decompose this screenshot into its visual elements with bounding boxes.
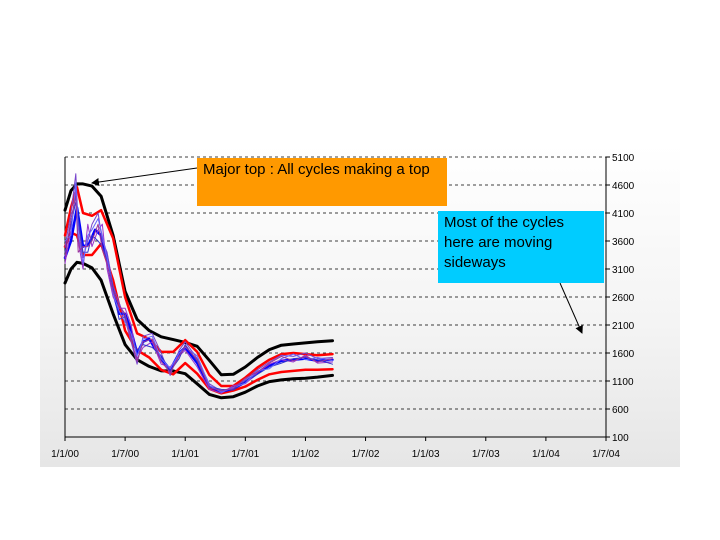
arrow-sideways [559, 282, 583, 334]
x-tick-label: 1/7/00 [111, 449, 139, 460]
y-tick-label: 3100 [612, 265, 635, 276]
axes: 100 600 1100 1600 2100 2600 3100 3600 4100 4600 51… [51, 153, 635, 460]
series-group [63, 173, 334, 400]
arrow-major-top [91, 167, 198, 186]
series-line-3 [63, 185, 334, 388]
series-line-9 [64, 181, 333, 393]
x-tick-label: 1/1/00 [51, 449, 79, 460]
y-tick-label: 2100 [612, 321, 635, 332]
series-line-1 [63, 182, 334, 377]
x-tick-label: 1/7/03 [472, 449, 500, 460]
x-tick-label: 1/7/01 [231, 449, 259, 460]
callout-sideways: Most of the cycles here are moving sidew… [438, 211, 604, 283]
callout-major-top-text: Major top : All cycles making a top [203, 161, 430, 178]
series-line-2 [63, 260, 334, 400]
series-line-6 [64, 173, 333, 392]
series-line-10 [64, 195, 333, 391]
y-tick-label: 4600 [612, 181, 635, 192]
x-tick-label: 1/1/01 [171, 449, 199, 460]
x-tick-label: 1/1/02 [292, 449, 320, 460]
x-tick-label: 1/1/04 [532, 449, 560, 460]
callout-sideways-text: Most of the cycles here are moving sidew… [444, 214, 565, 271]
annotation-arrows [91, 167, 583, 334]
callout-major-top: Major top : All cycles making a top [197, 158, 447, 206]
y-tick-label: 100 [612, 433, 629, 444]
y-tick-label: 2600 [612, 293, 635, 304]
y-tick-label: 4100 [612, 209, 635, 220]
y-tick-label: 5100 [612, 153, 635, 164]
y-tick-label: 3600 [612, 237, 635, 248]
y-tick-label: 1600 [612, 349, 635, 360]
x-tick-label: 1/7/04 [592, 449, 620, 460]
x-tick-label: 1/1/03 [412, 449, 440, 460]
x-tick-label: 1/7/02 [352, 449, 380, 460]
series-line-7 [64, 190, 333, 394]
series-line-4 [63, 231, 334, 395]
y-tick-label: 600 [612, 405, 629, 416]
y-tick-label: 1100 [612, 377, 634, 388]
